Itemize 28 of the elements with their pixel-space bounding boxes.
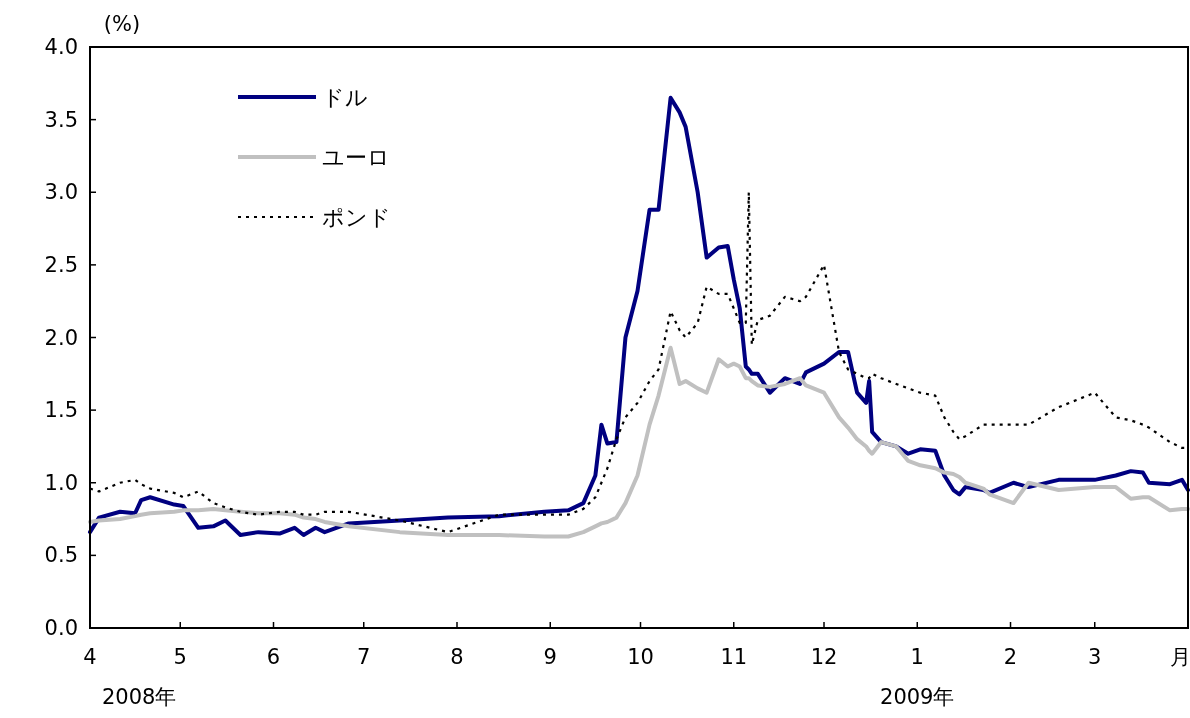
x-tick-label: 12 <box>810 645 838 669</box>
text: 2008年 <box>102 685 177 709</box>
y-tick-label: 2.0 <box>44 325 78 350</box>
legend-label: ポンド <box>322 205 391 230</box>
text: 月 <box>1169 645 1190 669</box>
x-tick-label: 3 <box>1088 645 1102 669</box>
y-tick-label: 1.0 <box>44 470 78 495</box>
y-tick-label: 1.5 <box>44 398 78 423</box>
text: 2009年 <box>880 685 955 709</box>
y-tick-label: 0.0 <box>44 616 78 640</box>
legend-label: ドル <box>322 85 368 110</box>
y-axis-title: (%) <box>103 12 141 36</box>
y-tick-label: 3.5 <box>44 107 78 132</box>
x-tick-label: 11 <box>720 645 748 669</box>
x-tick-label: 4 <box>83 645 97 669</box>
y-tick-label: 4.0 <box>44 35 78 59</box>
x-tick-label: 8 <box>450 645 464 669</box>
y-tick-label: 0.5 <box>44 543 78 568</box>
legend-label: ユーロ <box>322 145 390 170</box>
y-tick-label: 3.0 <box>44 180 78 205</box>
x-tick-label: 9 <box>543 645 557 669</box>
x-tick-label: 6 <box>266 645 281 669</box>
y-tick-label: 2.5 <box>44 252 78 277</box>
x-tick-label: 10 <box>627 645 654 669</box>
x-tick-label: 5 <box>173 645 187 669</box>
x-tick-label: 1 <box>910 645 924 669</box>
x-tick-label: 2 <box>1003 645 1018 669</box>
x-tick-label: 7 <box>357 645 371 669</box>
